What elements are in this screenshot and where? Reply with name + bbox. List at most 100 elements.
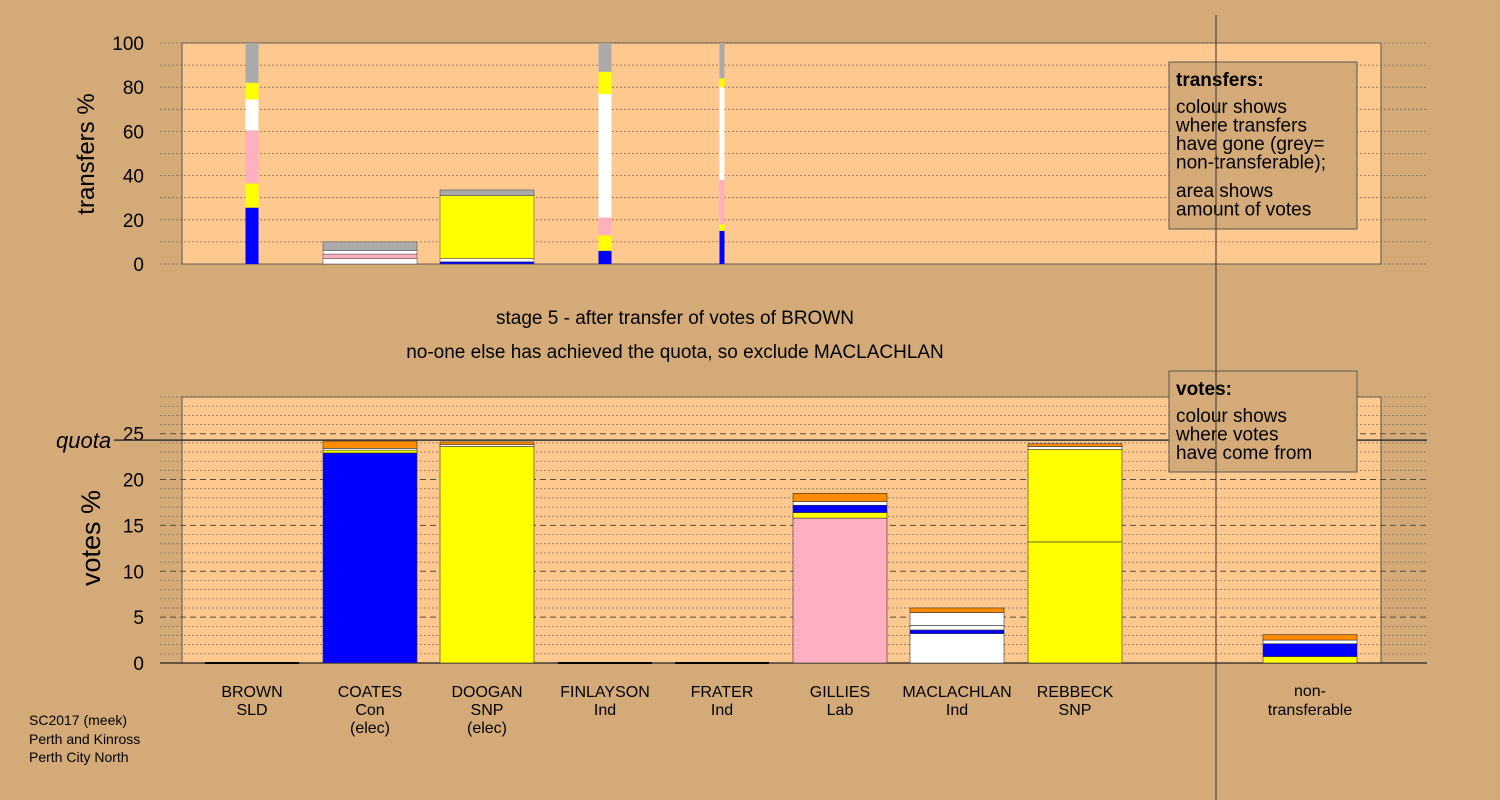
transfer-segment-con	[719, 230, 725, 264]
transfers-ytick-label: 0	[133, 255, 144, 276]
votes-legend-line: where votes	[1175, 425, 1278, 446]
vote-segment-snp	[1262, 656, 1358, 664]
nontransferable-label: non-	[1294, 683, 1326, 700]
transfer-segment-lab	[322, 253, 418, 259]
transfers-ytick-label: 40	[123, 167, 144, 188]
transfers-ytick-label: 80	[123, 78, 144, 99]
transfer-segment-snp	[598, 71, 612, 94]
vote-segment-ind	[792, 501, 888, 506]
vote-segment-ind	[909, 625, 1005, 631]
vote-segment-sld	[439, 441, 535, 445]
transfers-ytick-label: 100	[112, 34, 144, 55]
election-info: SC2017 (meek) Perth and Kinross Perth Ci…	[29, 711, 140, 767]
transfers-legend-line: area shows	[1176, 181, 1273, 202]
candidate-status-label: (elec)	[350, 720, 390, 737]
transfer-segment-nontransferable	[598, 43, 612, 72]
vote-segment-con	[1262, 643, 1358, 657]
quota-label: quota	[56, 428, 111, 453]
votes-legend-title: votes:	[1176, 379, 1232, 400]
candidate-name-label: COATES	[338, 684, 403, 701]
candidate-name-label: GILLIES	[810, 684, 870, 701]
candidate-name-label: MACLACHLAN	[902, 684, 1011, 701]
candidate-party-label: SNP	[471, 702, 504, 719]
vote-segment-snp	[439, 446, 535, 664]
vote-segment-sld	[1262, 634, 1358, 641]
transfers-legend-title: transfers:	[1176, 70, 1264, 91]
vote-segment-lab	[792, 517, 888, 664]
candidate-name-label: BROWN	[221, 684, 282, 701]
vote-segment-ind	[1027, 446, 1123, 450]
votes-ytick-label: 0	[133, 654, 144, 675]
transfer-segment-con	[439, 261, 535, 265]
transfers-legend-box	[1168, 61, 1358, 230]
vote-segment-snp	[792, 512, 888, 519]
transfer-segment-snp	[439, 195, 535, 259]
transfer-segment-snp	[245, 82, 259, 100]
candidate-party-label: Ind	[594, 702, 616, 719]
transfer-segment-con	[245, 207, 259, 264]
votes-ytick-label: 10	[123, 562, 144, 583]
vote-segment-ind	[909, 633, 1005, 664]
candidate-party-label: Ind	[946, 702, 968, 719]
transfer-segment-con	[598, 250, 612, 264]
transfer-segment-ind	[598, 93, 612, 218]
transfer-segment-ind	[322, 258, 418, 265]
vote-segment-sld	[792, 493, 888, 502]
votes-legend-box	[1168, 370, 1358, 473]
candidate-status-label: (elec)	[467, 720, 507, 737]
candidate-party-label: Ind	[711, 702, 733, 719]
votes-y-axis-label: votes %	[76, 490, 106, 586]
candidate-party-label: SNP	[1059, 702, 1092, 719]
transfers-legend-line: non-transferable);	[1176, 153, 1326, 174]
transfer-segment-nontransferable	[322, 241, 418, 251]
stage-title: stage 5 - after transfer of votes of BRO…	[496, 308, 854, 329]
transfers-y-axis-label: transfers %	[73, 93, 100, 214]
transfers-ytick-label: 60	[123, 122, 144, 143]
transfer-segment-nontransferable	[439, 189, 535, 196]
vote-segment-sld	[909, 607, 1005, 613]
transfer-segment-ind	[719, 87, 725, 181]
votes-ytick-label: 20	[123, 471, 144, 492]
transfers-legend-line: colour shows	[1176, 97, 1287, 118]
vote-segment-snp	[1027, 448, 1123, 543]
nontransferable-label: transferable	[1268, 702, 1353, 719]
transfer-segment-nontransferable	[245, 43, 259, 83]
transfers-ytick-label: 20	[123, 211, 144, 232]
transfer-segment-snp	[598, 235, 612, 251]
vote-segment-sld	[1027, 443, 1123, 447]
transfers-legend-line: have gone (grey=	[1176, 134, 1324, 155]
transfer-segment-lab	[245, 130, 259, 184]
candidate-party-label: Con	[355, 702, 384, 719]
transfers-legend-line: where transfers	[1175, 116, 1307, 137]
vote-segment-con	[909, 629, 1005, 634]
transfer-segment-lab	[598, 217, 612, 236]
vote-segment-snp	[322, 449, 418, 454]
transfer-segment-nontransferable	[719, 43, 725, 79]
vote-segment-con	[322, 452, 418, 664]
transfer-segment-snp	[719, 78, 725, 88]
votes-ytick-label: 5	[133, 608, 144, 629]
candidate-name-label: FRATER	[691, 684, 754, 701]
transfer-segment-snp	[719, 224, 725, 231]
votes-ytick-label: 15	[123, 516, 144, 537]
votes-legend-line: have come from	[1176, 443, 1312, 464]
vote-segment-ind	[1262, 639, 1358, 645]
council-name: Perth and Kinross	[29, 730, 141, 747]
candidate-party-label: Lab	[827, 702, 854, 719]
vote-segment-snp	[1027, 541, 1123, 664]
vote-segment-con	[792, 504, 888, 513]
candidate-name-label: REBBECK	[1037, 684, 1114, 701]
transfer-segment-ind	[322, 250, 418, 255]
transfer-segment-ind	[245, 99, 259, 131]
candidate-name-label: DOOGAN	[451, 684, 522, 701]
transfer-segment-snp	[245, 183, 259, 208]
stage-subtitle: no-one else has achieved the quota, so e…	[406, 342, 944, 363]
votes-ytick-label: 25	[123, 425, 144, 446]
vote-segment-sld	[322, 440, 418, 449]
candidate-name-label: FINLAYSON	[560, 684, 650, 701]
transfer-segment-lab	[719, 180, 725, 225]
election-system: SC2017 (meek)	[29, 712, 128, 728]
transfer-segment-ind	[439, 258, 535, 263]
vote-segment-ind	[909, 612, 1005, 626]
